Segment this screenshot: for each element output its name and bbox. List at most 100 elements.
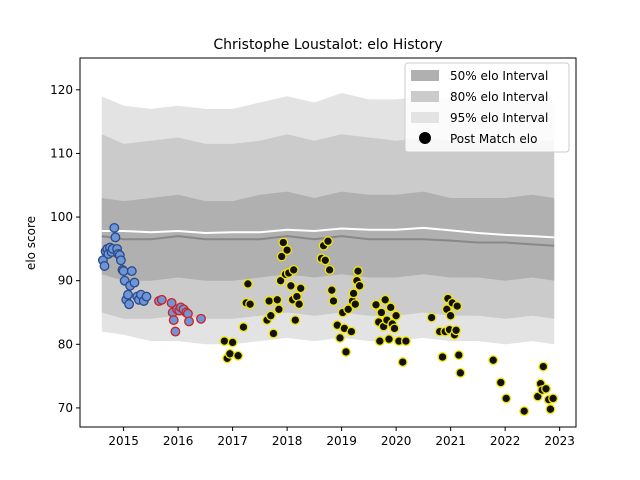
- post-match-point: [495, 377, 506, 388]
- x-tick-label: 2015: [108, 434, 139, 448]
- post-match-point: [426, 312, 437, 323]
- post-match-point: [400, 336, 411, 347]
- post-match-point: [233, 350, 244, 361]
- x-tick-label: 2023: [544, 434, 575, 448]
- post-match-point: [348, 288, 359, 299]
- post-match-point: [488, 355, 499, 366]
- post-match-point: [350, 299, 361, 310]
- post-match-point: [219, 336, 230, 347]
- post-match-point: [242, 278, 253, 289]
- post-match-point: [384, 334, 394, 345]
- post-match-point: [501, 393, 512, 404]
- post-match-point: [374, 336, 385, 347]
- post-match-point: [110, 232, 121, 243]
- post-match-point: [196, 313, 206, 324]
- legend-swatch-95: [411, 112, 439, 123]
- interval-bands: [101, 93, 555, 345]
- post-match-point: [335, 332, 345, 343]
- post-match-point: [354, 280, 365, 291]
- mean-elo-line: [101, 226, 555, 239]
- post-match-point: [141, 291, 152, 302]
- post-match-point: [343, 304, 354, 315]
- legend-marker-post-match: [419, 132, 431, 144]
- post-match-point: [282, 245, 293, 256]
- post-match-point: [376, 307, 387, 318]
- x-tick-label: 2018: [272, 434, 303, 448]
- post-match-point: [184, 316, 194, 327]
- post-match-point: [389, 323, 400, 334]
- legend: 50% elo Interval 80% elo Interval 95% el…: [404, 62, 570, 153]
- post-match-point: [451, 325, 462, 336]
- post-match-point: [168, 315, 179, 326]
- post-match-point: [273, 304, 284, 315]
- post-match-point: [353, 266, 363, 277]
- post-match-point: [538, 361, 549, 372]
- post-match-point: [170, 326, 181, 337]
- post-match-point: [285, 280, 296, 291]
- post-match-point: [294, 299, 305, 310]
- chart-title: Christophe Loustalot: elo History: [213, 37, 442, 53]
- post-match-points: [97, 222, 559, 417]
- post-match-point: [99, 261, 110, 271]
- post-match-point: [115, 255, 126, 266]
- y-tick-label: 80: [58, 337, 73, 351]
- post-match-point: [264, 296, 275, 306]
- post-match-point: [437, 352, 448, 362]
- post-match-point: [118, 266, 129, 277]
- post-match-point: [324, 264, 335, 275]
- y-axis-label: elo score: [24, 216, 38, 270]
- post-match-point: [328, 296, 339, 306]
- post-match-point: [385, 302, 396, 313]
- legend-frame: [404, 62, 570, 153]
- post-match-point: [109, 222, 120, 233]
- post-match-point: [276, 251, 287, 262]
- post-match-point: [126, 266, 137, 277]
- post-match-point: [397, 357, 408, 368]
- x-tick-label: 2020: [381, 434, 412, 448]
- post-match-point: [380, 294, 391, 305]
- y-tick-label: 100: [50, 210, 73, 224]
- plot-frame: [79, 57, 577, 428]
- x-axis-ticks: 2015 2016 2017 2018 2019 2020 2021 2022 2023: [108, 427, 575, 448]
- post-match-point: [268, 328, 279, 339]
- legend-swatch-80: [411, 91, 439, 102]
- x-tick-label: 2022: [490, 434, 521, 448]
- post-match-point: [288, 264, 299, 275]
- post-match-point: [245, 299, 256, 310]
- x-tick-label: 2017: [217, 434, 248, 448]
- post-match-point: [224, 348, 235, 359]
- post-match-point: [290, 315, 301, 326]
- x-tick-label: 2021: [435, 434, 466, 448]
- legend-label-80: 80% elo Interval: [450, 90, 548, 104]
- post-match-point: [227, 337, 238, 348]
- y-tick-label: 70: [58, 401, 73, 415]
- legend-swatch-50: [411, 70, 439, 81]
- post-match-point: [323, 236, 333, 247]
- legend-label-post-match: Post Match elo: [450, 132, 537, 146]
- post-match-point: [445, 310, 456, 321]
- band-50: [101, 191, 555, 281]
- post-match-point: [548, 393, 559, 404]
- post-match-point: [265, 310, 276, 321]
- y-tick-label: 110: [50, 146, 73, 160]
- post-match-point: [519, 406, 530, 417]
- post-match-point: [326, 285, 337, 296]
- post-match-point: [391, 310, 402, 321]
- post-match-point: [371, 299, 381, 310]
- post-match-point: [453, 350, 464, 361]
- post-match-point: [320, 255, 331, 266]
- x-tick-label: 2016: [163, 434, 194, 448]
- post-match-point: [295, 283, 306, 294]
- y-tick-label: 90: [58, 274, 73, 288]
- post-match-point: [238, 322, 249, 333]
- post-match-point: [272, 294, 283, 305]
- post-match-point: [166, 297, 177, 308]
- post-match-point: [156, 294, 167, 305]
- post-match-point: [124, 299, 135, 310]
- post-match-point: [275, 275, 286, 286]
- legend-label-50: 50% elo Interval: [450, 69, 548, 83]
- post-match-point: [346, 326, 357, 337]
- post-match-point: [123, 289, 133, 300]
- y-tick-label: 120: [50, 83, 73, 97]
